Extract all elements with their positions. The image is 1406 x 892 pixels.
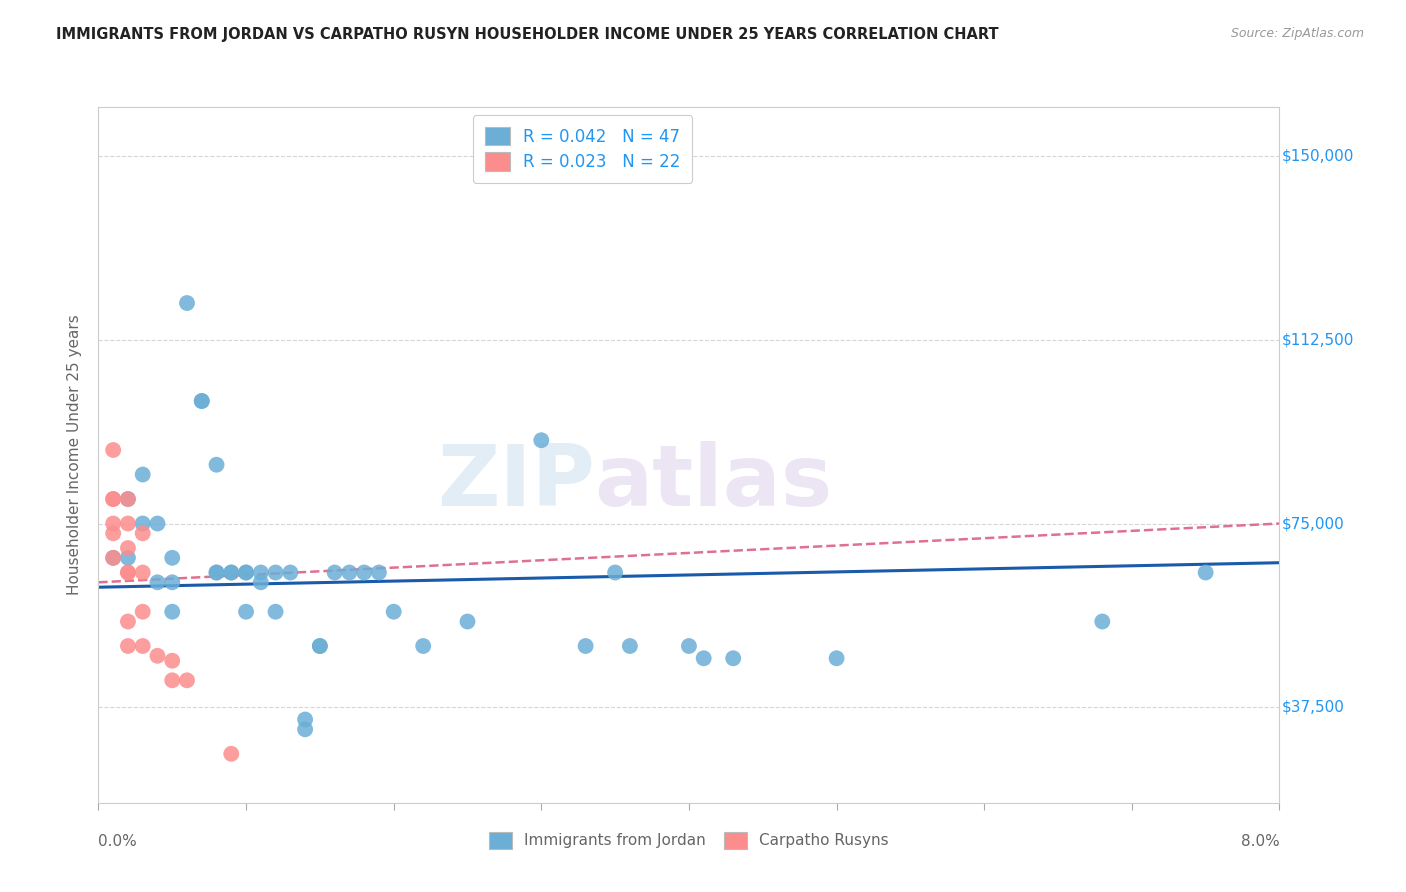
Point xyxy=(721,651,744,665)
Point xyxy=(219,747,242,761)
Point xyxy=(132,566,155,580)
Text: $75,000: $75,000 xyxy=(1282,516,1344,531)
Point xyxy=(146,648,169,663)
Point xyxy=(103,550,124,565)
Point xyxy=(103,443,124,458)
Point xyxy=(132,639,155,653)
Point xyxy=(530,434,553,448)
Point xyxy=(103,491,124,506)
Point xyxy=(117,491,139,506)
Point xyxy=(103,550,124,565)
Text: IMMIGRANTS FROM JORDAN VS CARPATHO RUSYN HOUSEHOLDER INCOME UNDER 25 YEARS CORRE: IMMIGRANTS FROM JORDAN VS CARPATHO RUSYN… xyxy=(56,27,998,42)
Point xyxy=(205,566,228,580)
Point xyxy=(117,541,139,555)
Point xyxy=(132,516,155,531)
Point xyxy=(117,550,139,565)
Point xyxy=(162,550,183,565)
Point xyxy=(323,566,346,580)
Point xyxy=(250,566,273,580)
Point xyxy=(162,673,183,688)
Point xyxy=(132,526,155,541)
Point xyxy=(337,566,360,580)
Text: $112,500: $112,500 xyxy=(1282,333,1354,347)
Text: ZIP: ZIP xyxy=(437,442,595,524)
Text: $150,000: $150,000 xyxy=(1282,149,1354,163)
Point xyxy=(574,639,596,653)
Point xyxy=(205,458,228,472)
Text: atlas: atlas xyxy=(595,442,832,524)
Point xyxy=(146,516,169,531)
Point xyxy=(264,605,287,619)
Point xyxy=(1194,566,1216,580)
Point xyxy=(117,491,139,506)
Point xyxy=(367,566,389,580)
Point xyxy=(162,654,183,668)
Point xyxy=(117,639,139,653)
Point xyxy=(308,639,332,653)
Point xyxy=(219,566,242,580)
Point xyxy=(1091,615,1114,629)
Point xyxy=(117,516,139,531)
Point xyxy=(176,673,198,688)
Point xyxy=(191,394,214,409)
Point xyxy=(132,605,155,619)
Point xyxy=(693,651,716,665)
Point xyxy=(205,566,228,580)
Legend: Immigrants from Jordan, Carpatho Rusyns: Immigrants from Jordan, Carpatho Rusyns xyxy=(479,822,898,858)
Text: 0.0%: 0.0% xyxy=(98,834,138,849)
Point xyxy=(456,615,478,629)
Point xyxy=(250,575,273,590)
Point xyxy=(294,713,316,727)
Y-axis label: Householder Income Under 25 years: Householder Income Under 25 years xyxy=(67,315,83,595)
Point xyxy=(103,516,124,531)
Point xyxy=(605,566,627,580)
Point xyxy=(382,605,405,619)
Point xyxy=(235,566,257,580)
Point xyxy=(412,639,434,653)
Point xyxy=(103,491,124,506)
Text: Source: ZipAtlas.com: Source: ZipAtlas.com xyxy=(1230,27,1364,40)
Point xyxy=(162,575,183,590)
Point xyxy=(117,566,139,580)
Point xyxy=(219,566,242,580)
Point xyxy=(619,639,641,653)
Point xyxy=(235,566,257,580)
Point xyxy=(825,651,848,665)
Point xyxy=(191,394,214,409)
Point xyxy=(235,605,257,619)
Point xyxy=(353,566,375,580)
Point xyxy=(294,723,316,737)
Point xyxy=(264,566,287,580)
Point xyxy=(678,639,700,653)
Text: 8.0%: 8.0% xyxy=(1240,834,1279,849)
Point xyxy=(176,296,198,310)
Point xyxy=(117,566,139,580)
Point xyxy=(308,639,332,653)
Point xyxy=(162,605,183,619)
Point xyxy=(117,615,139,629)
Point xyxy=(132,467,155,482)
Text: $37,500: $37,500 xyxy=(1282,699,1344,714)
Point xyxy=(146,575,169,590)
Point xyxy=(278,566,301,580)
Point xyxy=(103,526,124,541)
